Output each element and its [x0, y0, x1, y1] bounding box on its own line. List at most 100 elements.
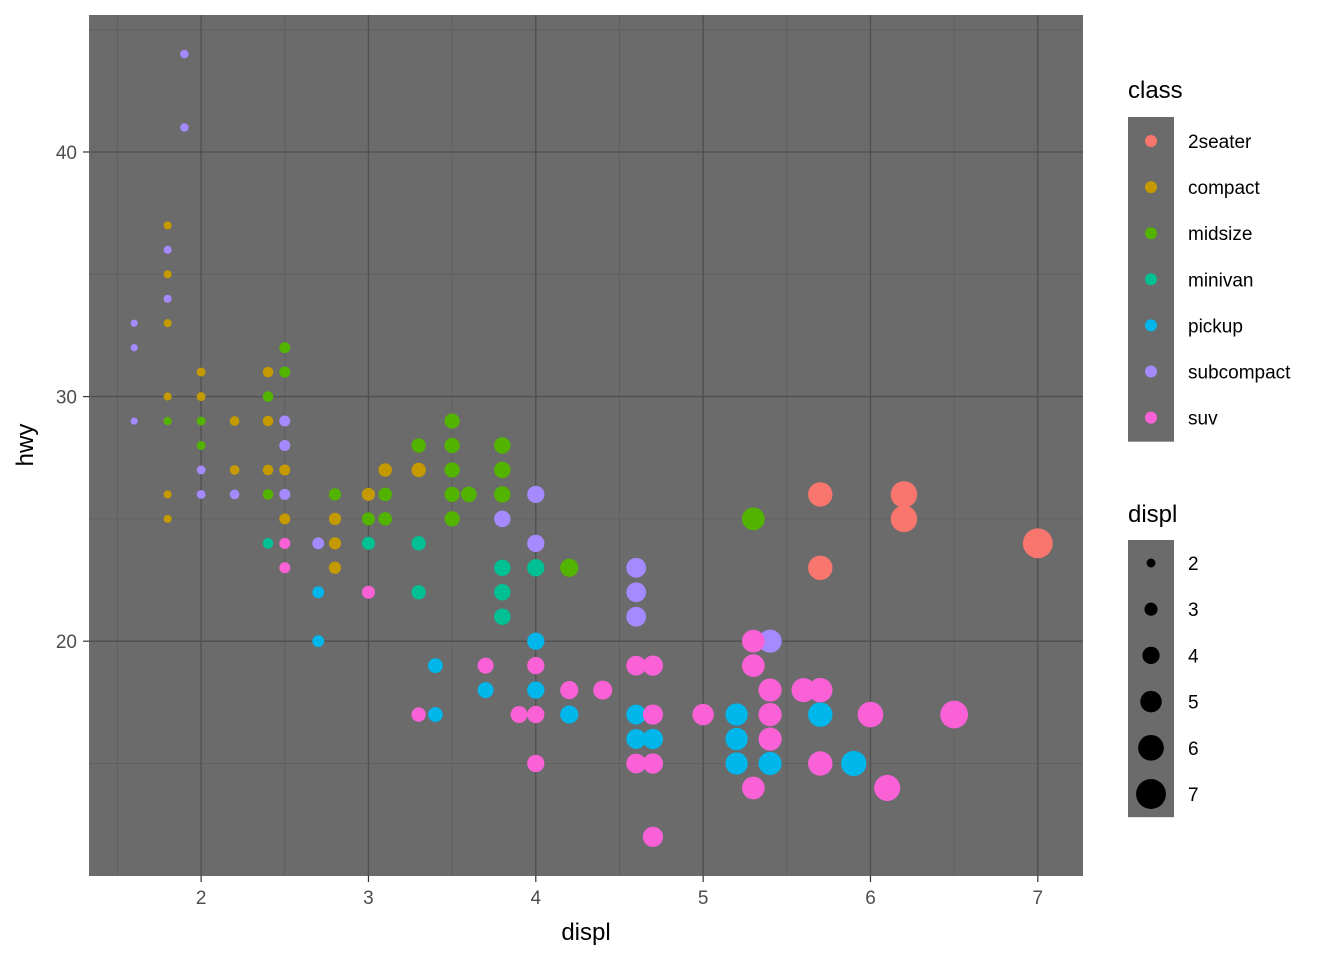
class-legend-title: class [1128, 77, 1183, 104]
data-point-midsize [279, 342, 291, 354]
x-tick-label: 7 [1033, 888, 1044, 909]
data-point-midsize [378, 487, 392, 502]
class-legend-label: compact [1188, 178, 1261, 199]
size-legend-key [1140, 690, 1162, 713]
data-point-pickup [312, 586, 325, 599]
data-point-compact [163, 319, 172, 328]
class-legend-label: minivan [1188, 270, 1253, 291]
size-legend-title: displ [1128, 501, 1177, 528]
data-point-subcompact [196, 489, 206, 499]
data-point-subcompact [180, 49, 189, 59]
size-legend-key [1142, 646, 1160, 665]
y-tick-label: 30 [56, 388, 77, 409]
data-point-midsize [494, 461, 511, 479]
data-point-suv [527, 705, 545, 724]
data-point-minivan [494, 559, 511, 577]
data-point-compact [229, 416, 240, 426]
size-legend-label: 3 [1188, 600, 1199, 621]
class-legend-label: 2seater [1188, 132, 1252, 153]
data-point-pickup [428, 658, 443, 674]
data-point-suv [411, 707, 426, 722]
data-point-subcompact [180, 123, 189, 132]
y-tick-label: 40 [56, 143, 77, 164]
data-point-minivan [361, 536, 375, 550]
data-point-suv [642, 655, 664, 676]
data-point-subcompact [279, 488, 291, 500]
data-point-compact [262, 464, 274, 476]
data-point-subcompact [130, 319, 138, 327]
data-point-compact [163, 490, 172, 499]
data-point-suv [527, 657, 545, 675]
class-legend-key-compact [1145, 181, 1157, 194]
data-point-compact [279, 464, 291, 476]
data-point-minivan [411, 536, 426, 551]
data-point-suv [741, 654, 765, 678]
data-point-subcompact [626, 557, 647, 578]
class-legend-key-pickup [1145, 319, 1157, 332]
data-point-compact [328, 561, 342, 574]
data-point-compact [262, 366, 274, 378]
data-point-suv [527, 754, 545, 773]
data-point-midsize [444, 413, 460, 429]
data-point-pickup [312, 635, 325, 648]
data-point-compact [328, 537, 342, 550]
data-point-compact [262, 415, 274, 427]
data-point-subcompact [626, 606, 647, 627]
data-point-pickup [841, 750, 867, 777]
data-point-suv [477, 657, 494, 674]
data-point-pickup [725, 703, 748, 726]
data-point-suv [940, 700, 969, 729]
data-point-midsize [741, 507, 765, 531]
data-point-suv [642, 704, 664, 725]
class-legend: class 2seater compact midsize minivan pickup… [1128, 77, 1291, 442]
y-tick-label: 20 [56, 632, 77, 653]
class-legend-key-suv [1145, 411, 1157, 424]
data-point-2seater [890, 505, 918, 533]
data-point-subcompact [527, 534, 545, 552]
data-point-compact [196, 392, 206, 402]
size-legend-label: 6 [1188, 739, 1199, 760]
data-point-midsize [444, 486, 460, 503]
data-point-suv [642, 753, 664, 774]
data-point-suv [692, 703, 714, 726]
data-point-pickup [725, 727, 748, 751]
data-point-pickup [808, 702, 833, 727]
data-point-compact [163, 221, 172, 230]
x-tick-label: 4 [531, 888, 542, 909]
data-point-suv [560, 681, 579, 700]
data-point-compact [279, 513, 291, 525]
size-legend: displ 2 3 4 5 6 7 [1128, 501, 1199, 818]
data-point-minivan [527, 559, 545, 577]
data-point-compact [328, 512, 342, 526]
size-legend-key [1136, 779, 1166, 809]
data-point-suv [361, 585, 375, 599]
class-legend-label: suv [1188, 409, 1218, 430]
data-point-subcompact [279, 440, 291, 451]
plot-panel [89, 15, 1083, 876]
size-legend-key [1144, 602, 1158, 616]
data-point-subcompact [758, 629, 782, 653]
data-point-midsize [444, 462, 460, 478]
axes: 2 3 4 5 6 7 20 30 40 [56, 143, 1043, 909]
size-legend-key [1138, 734, 1164, 761]
data-point-midsize [444, 511, 460, 527]
data-point-pickup [560, 705, 579, 724]
data-point-2seater [890, 481, 918, 508]
data-point-suv [741, 629, 765, 653]
data-point-suv [626, 655, 647, 676]
data-point-midsize [262, 391, 274, 402]
size-legend-label: 2 [1188, 554, 1199, 575]
data-point-midsize [163, 417, 172, 426]
data-point-pickup [725, 752, 748, 775]
data-point-minivan [262, 538, 274, 549]
class-legend-key-midsize [1145, 227, 1157, 240]
data-point-minivan [494, 584, 511, 601]
data-point-pickup [477, 682, 494, 699]
size-legend-label: 4 [1188, 646, 1199, 667]
data-point-2seater [1022, 528, 1053, 559]
data-point-subcompact [130, 344, 138, 352]
data-point-subcompact [494, 510, 511, 528]
data-point-compact [229, 465, 240, 475]
data-point-2seater [808, 555, 833, 581]
